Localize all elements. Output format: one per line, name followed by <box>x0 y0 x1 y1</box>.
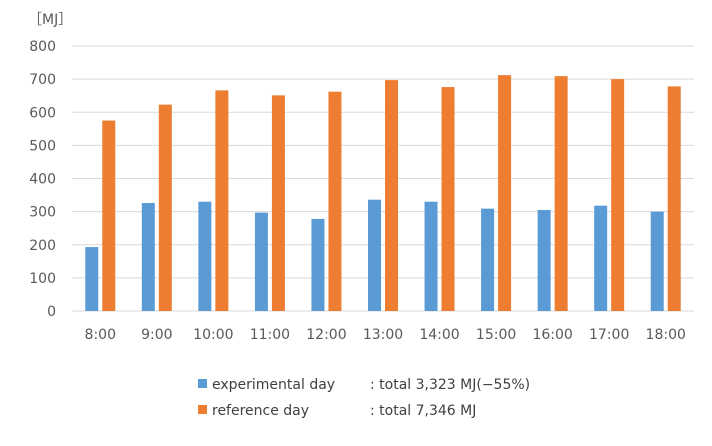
x-tick-label: 9:00 <box>141 327 172 343</box>
bar-experimental-18:00 <box>650 211 664 311</box>
legend-summary-experimental: : total 3,323 MJ(−55%) <box>370 377 530 393</box>
bar-reference-18:00 <box>667 86 681 311</box>
bar-experimental-17:00 <box>594 205 608 311</box>
x-tick-label: 13:00 <box>363 327 403 343</box>
y-tick-label: 400 <box>29 172 56 188</box>
bar-experimental-12:00 <box>311 218 325 311</box>
bar-reference-16:00 <box>554 76 568 311</box>
legend-swatch-reference <box>198 405 207 414</box>
x-tick-label: 10:00 <box>193 327 233 343</box>
y-tick-label: 700 <box>29 72 56 88</box>
y-tick-label: 300 <box>29 205 56 221</box>
legend-label-reference: reference day <box>212 403 309 419</box>
legend: experimental day : total 3,323 MJ(−55%) … <box>198 377 530 419</box>
legend-swatch-experimental <box>198 379 207 388</box>
x-tick-label: 12:00 <box>306 327 346 343</box>
bar-reference-13:00 <box>385 80 398 312</box>
bar-reference-10:00 <box>215 90 229 311</box>
bar-reference-14:00 <box>441 87 455 311</box>
bar-reference-15:00 <box>498 75 512 312</box>
x-tick-label: 8:00 <box>85 327 116 343</box>
bar-reference-9:00 <box>158 104 172 311</box>
bar-reference-11:00 <box>271 95 285 311</box>
legend-item-reference: reference day : total 7,346 MJ <box>198 403 476 419</box>
y-axis-ticks: 0 100 200 300 400 500 600 700 800 <box>29 39 56 320</box>
x-tick-label: 11:00 <box>250 327 290 343</box>
x-tick-label: 15:00 <box>476 327 516 343</box>
bar-experimental-11:00 <box>254 212 268 311</box>
bar-experimental-8:00 <box>85 247 99 311</box>
bar-reference-12:00 <box>328 91 342 312</box>
x-axis-ticks: 8:00 9:00 10:00 11:00 12:00 13:00 14:00 15:00 16… <box>85 327 686 343</box>
bar-experimental-9:00 <box>141 203 155 311</box>
y-tick-label: 500 <box>29 138 56 154</box>
grid-lines <box>72 45 694 312</box>
legend-item-experimental: experimental day : total 3,323 MJ(−55%) <box>198 377 530 393</box>
x-tick-label: 18:00 <box>646 327 686 343</box>
bar-experimental-16:00 <box>537 209 551 311</box>
bar-experimental-13:00 <box>368 199 381 311</box>
y-tick-label: 200 <box>29 238 56 254</box>
y-tick-label: 0 <box>47 304 56 320</box>
x-tick-label: 14:00 <box>419 327 459 343</box>
bars <box>85 75 681 312</box>
legend-label-experimental: experimental day <box>212 377 335 393</box>
bar-reference-17:00 <box>611 79 625 311</box>
y-tick-label: 600 <box>29 105 56 121</box>
bar-experimental-14:00 <box>424 201 438 311</box>
legend-summary-reference: : total 7,346 MJ <box>370 403 476 419</box>
bar-experimental-15:00 <box>481 208 495 311</box>
bar-experimental-10:00 <box>198 201 212 311</box>
x-tick-label: 17:00 <box>589 327 629 343</box>
x-tick-label: 16:00 <box>532 327 572 343</box>
y-axis-unit-label: ［MJ］ <box>28 12 72 28</box>
y-tick-label: 100 <box>29 271 56 287</box>
bar-reference-8:00 <box>102 120 116 311</box>
y-tick-label: 800 <box>29 39 56 55</box>
